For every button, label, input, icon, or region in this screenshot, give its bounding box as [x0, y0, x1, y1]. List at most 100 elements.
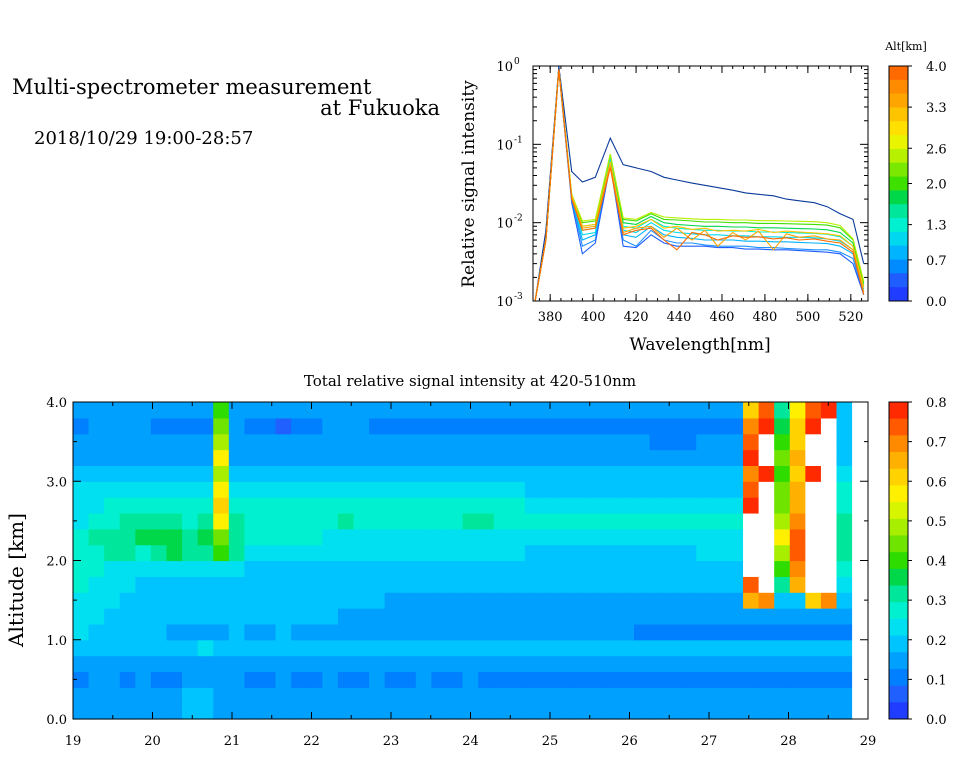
- heatmap-cell: [820, 544, 838, 562]
- heatmap-cell: [602, 465, 619, 482]
- heatmap-cell: [369, 671, 386, 688]
- heatmap-cell: [743, 497, 760, 514]
- heatmap-cell: [524, 512, 542, 530]
- heatmap-cell: [259, 703, 277, 720]
- heatmap-cell: [275, 481, 292, 498]
- spectrum-x-tick-label: 460: [710, 310, 735, 325]
- heatmap-cell: [244, 544, 261, 562]
- heatmap-cell: [431, 655, 448, 673]
- heatmap-cell: [415, 671, 432, 688]
- heatmap-cell: [322, 687, 339, 704]
- heatmap-cell: [446, 687, 464, 704]
- heatmap-cell: [556, 592, 573, 609]
- heatmap-cell: [244, 608, 261, 625]
- heatmap-cell: [353, 402, 370, 419]
- heatmap-cell: [680, 592, 697, 609]
- heatmap-cell: [431, 449, 448, 466]
- heatmap-cell: [104, 608, 121, 625]
- heatmap-cell: [665, 402, 682, 419]
- heatmap-cell: [291, 560, 308, 577]
- heatmap-cell: [509, 576, 526, 593]
- heatmap-cell: [400, 544, 417, 562]
- heatmap-cell: [665, 639, 682, 657]
- heatmap-cell: [789, 449, 806, 466]
- heatmap-cell: [805, 639, 822, 657]
- heatmap-cell: [431, 592, 448, 609]
- heatmap-cell: [758, 481, 775, 498]
- heatmap-cell: [758, 402, 775, 419]
- heatmap-cell: [197, 655, 214, 673]
- heatmap-cell: [88, 671, 105, 688]
- intensity-colorbar-label: 0.5: [926, 515, 947, 530]
- heatmap-cell: [337, 465, 355, 482]
- heatmap-cell: [820, 639, 838, 657]
- heatmap-cell: [743, 544, 760, 562]
- heatmap-cell: [150, 592, 168, 609]
- heatmap-cell: [820, 671, 838, 688]
- intensity-colorbar-label: 0.6: [926, 475, 947, 490]
- heatmap-cell: [119, 417, 136, 435]
- heatmap-cell: [306, 623, 323, 641]
- heatmap-cell: [758, 497, 775, 514]
- heatmap-cell: [774, 449, 791, 466]
- heatmap-cell: [259, 544, 277, 562]
- heatmap-cell: [259, 481, 277, 498]
- heatmap-cell: [259, 655, 277, 673]
- heatmap-cell: [509, 671, 526, 688]
- heatmap-cell: [88, 497, 105, 514]
- heatmap-cell: [556, 512, 573, 530]
- heatmap-cell: [680, 544, 697, 562]
- heatmap-cell: [602, 433, 619, 451]
- heatmap-cell: [384, 465, 401, 482]
- heatmap-cell: [73, 655, 90, 673]
- heatmap-x-tick-label: 27: [701, 734, 718, 749]
- heatmap-cell: [571, 576, 588, 593]
- heatmap-cell: [618, 497, 635, 514]
- heatmap-cell: [556, 528, 573, 546]
- heatmap-cell: [727, 592, 744, 609]
- heatmap-cell: [182, 576, 199, 593]
- heatmap-cell: [88, 449, 105, 466]
- heatmap-cell: [415, 481, 432, 498]
- heatmap-cell: [493, 608, 510, 625]
- heatmap-cell: [182, 449, 199, 466]
- heatmap-cell: [166, 592, 183, 609]
- altitude-colorbar-swatch: [889, 259, 908, 274]
- heatmap-cell: [820, 481, 838, 498]
- intensity-colorbar-label: 0.1: [926, 673, 947, 688]
- heatmap-cell: [291, 592, 308, 609]
- heatmap-cell: [446, 592, 464, 609]
- altitude-colorbar-swatch: [889, 273, 908, 288]
- heatmap-cell: [524, 417, 542, 435]
- heatmap-cell: [743, 703, 760, 720]
- heatmap-cell: [524, 449, 542, 466]
- heatmap-cell: [805, 481, 822, 498]
- heatmap-cell: [291, 449, 308, 466]
- heatmap-cell: [478, 512, 495, 530]
- heatmap-cell: [166, 671, 183, 688]
- heatmap-cell: [119, 576, 136, 593]
- heatmap-cell: [571, 433, 588, 451]
- heatmap-y-axis-label: Altitude [km]: [4, 513, 28, 648]
- heatmap-cell: [182, 433, 199, 451]
- heatmap-cell: [836, 433, 853, 451]
- heatmap-cell: [259, 576, 277, 593]
- heatmap-cell: [446, 465, 464, 482]
- heatmap-cell: [337, 497, 355, 514]
- heatmap-cell: [228, 671, 245, 688]
- heatmap-cell: [696, 623, 713, 641]
- heatmap-cell: [182, 402, 199, 419]
- heatmap-cell: [369, 576, 386, 593]
- heatmap-cell: [524, 608, 542, 625]
- heatmap-cell: [462, 417, 479, 435]
- heatmap-cell: [244, 512, 261, 530]
- heatmap-cell: [384, 402, 401, 419]
- heatmap-cell: [587, 528, 604, 546]
- heatmap-cell: [836, 528, 853, 546]
- heatmap-cell: [524, 655, 542, 673]
- heatmap-cell: [228, 449, 245, 466]
- heatmap-cell: [306, 639, 323, 657]
- heatmap-cell: [119, 433, 136, 451]
- spectrum-x-tick-label: 420: [624, 310, 649, 325]
- heatmap-cell: [166, 544, 183, 562]
